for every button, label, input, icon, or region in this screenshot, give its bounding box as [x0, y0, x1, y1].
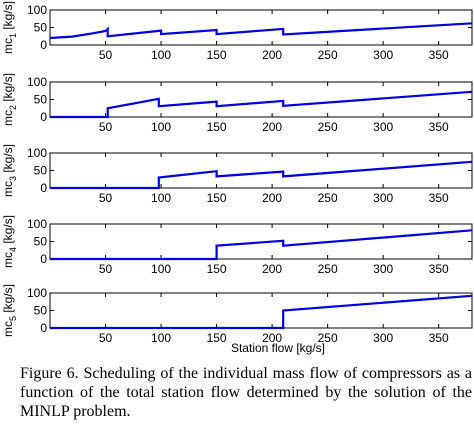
- y-axis-label-main: mc: [1, 181, 15, 197]
- y-tick-label: 0: [40, 110, 47, 124]
- y-axis-label-subscript: 5: [8, 316, 18, 321]
- x-tick-label: 350: [429, 191, 449, 205]
- y-axis-label: mc2 [kg/s]: [1, 73, 18, 126]
- y-axis-label-unit: [kg/s]: [1, 284, 15, 316]
- x-tick-label: 100: [151, 262, 171, 276]
- series-line-mc5: [50, 294, 473, 330]
- x-tick-label: 100: [151, 331, 171, 345]
- y-tick-label: 50: [34, 304, 48, 318]
- y-axis-label-subscript: 2: [8, 105, 18, 110]
- series-line-mc2: [50, 90, 473, 119]
- series-line-mc1: [49, 22, 473, 40]
- subplot-mc2: 50 100 150 200 250 300 350 0 50 100 mc2 [kg/s]: [1, 73, 473, 134]
- y-axis-label-main: mc: [1, 38, 15, 54]
- y-axis-label-unit: [kg/s]: [1, 215, 15, 247]
- x-tick-label: 50: [99, 48, 113, 62]
- x-tick-label: 150: [207, 262, 227, 276]
- y-tick-label: 50: [34, 164, 48, 178]
- x-tick-label: 200: [262, 262, 282, 276]
- y-tick-label: 0: [40, 252, 47, 266]
- y-tick-label: 100: [27, 146, 47, 160]
- x-tick-label: 350: [429, 120, 449, 134]
- y-axis-label-unit: [kg/s]: [1, 144, 15, 176]
- y-tick-label: 100: [27, 75, 47, 89]
- figure-caption: Figure 6. Scheduling of the individual m…: [20, 365, 472, 420]
- x-tick-label: 150: [207, 120, 227, 134]
- y-axis-label-main: mc: [1, 110, 15, 126]
- subplot-mc3: 50 100 150 200 250 300 350 0 50 100 mc3 [kg/s]: [1, 144, 473, 205]
- subplot-mc4: 50 100 150 200 250 300 350 0 50 100 mc4 [kg/s]: [1, 215, 473, 276]
- y-axis-label-unit: [kg/s]: [1, 1, 15, 33]
- y-tick-label: 0: [40, 181, 47, 195]
- y-tick-label: 50: [34, 21, 48, 35]
- x-tick-label: 150: [207, 48, 227, 62]
- x-tick-label: 300: [373, 262, 393, 276]
- x-tick-label: 350: [429, 48, 449, 62]
- y-axis-label-subscript: 4: [8, 247, 18, 252]
- y-axis-label-subscript: 3: [8, 176, 18, 181]
- x-tick-label: 300: [373, 48, 393, 62]
- x-tick-label: 300: [373, 120, 393, 134]
- x-tick-label: 50: [99, 191, 113, 205]
- x-tick-label: 300: [373, 331, 393, 345]
- y-axis-label: mc5 [kg/s]: [1, 284, 18, 337]
- y-axis-label-subscript: 1: [8, 33, 18, 38]
- plot-frame: [49, 292, 473, 329]
- y-tick-label: 100: [27, 3, 47, 17]
- y-axis-label: mc4 [kg/s]: [1, 215, 18, 268]
- plot-frame: [49, 81, 473, 118]
- x-tick-label: 50: [99, 120, 113, 134]
- x-tick-label: 300: [373, 191, 393, 205]
- x-tick-label: 250: [318, 191, 338, 205]
- x-axis-label: Station flow [kg/s]: [231, 341, 325, 355]
- x-tick-label: 250: [318, 262, 338, 276]
- y-axis-label: mc3 [kg/s]: [1, 144, 18, 197]
- x-tick-label: 100: [151, 48, 171, 62]
- plot-frame: [49, 152, 473, 189]
- x-tick-label: 200: [262, 331, 282, 345]
- x-tick-label: 200: [262, 48, 282, 62]
- x-tick-label: 350: [429, 262, 449, 276]
- y-tick-label: 100: [27, 286, 47, 300]
- y-tick-label: 100: [27, 217, 47, 231]
- subplot-mc5: 50 100 150 200 250 300 350 0 50 100 mc5 [kg/s]: [1, 284, 473, 345]
- x-tick-label: 250: [318, 120, 338, 134]
- x-tick-label: 150: [207, 191, 227, 205]
- y-tick-label: 50: [34, 93, 48, 107]
- series-line-mc3: [50, 160, 473, 190]
- y-tick-label: 0: [40, 321, 47, 335]
- x-tick-label: 250: [318, 331, 338, 345]
- y-tick-label: 0: [40, 38, 47, 52]
- y-tick-label: 50: [34, 235, 48, 249]
- x-tick-label: 100: [151, 191, 171, 205]
- y-axis-label-unit: [kg/s]: [1, 73, 15, 105]
- x-tick-label: 100: [151, 120, 171, 134]
- x-tick-label: 250: [318, 48, 338, 62]
- x-tick-label: 50: [99, 331, 113, 345]
- y-axis-label: mc1 [kg/s]: [1, 1, 18, 54]
- y-axis-label-main: mc: [1, 252, 15, 268]
- x-tick-label: 50: [99, 262, 113, 276]
- x-tick-label: 200: [262, 120, 282, 134]
- y-axis-label-main: mc: [1, 321, 15, 337]
- x-tick-label: 350: [429, 331, 449, 345]
- x-tick-label: 150: [207, 331, 227, 345]
- series-line-mc4: [50, 229, 473, 261]
- subplot-mc1: 50 100 150 200 250 300 350 0 50 100 mc1 [kg/s]: [1, 1, 473, 62]
- x-tick-label: 200: [262, 191, 282, 205]
